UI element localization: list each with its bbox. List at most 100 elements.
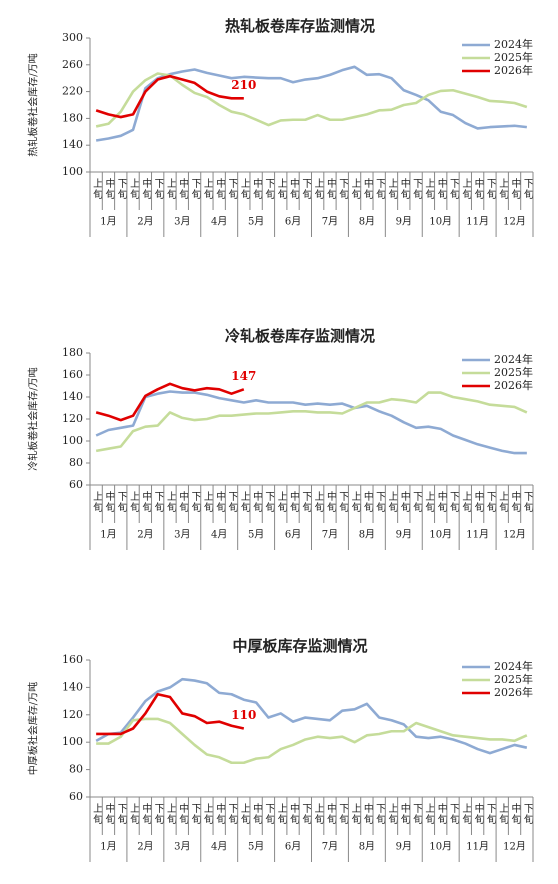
y-tick-label: 160 (62, 653, 83, 666)
chart-title: 热轧板卷库存监测情况 (225, 17, 375, 35)
data-label: 147 (231, 369, 256, 383)
series-line (95, 74, 244, 119)
y-tick-label: 300 (62, 31, 83, 44)
x-tick-label: 上旬 (497, 178, 509, 200)
x-tick-label: 中旬 (140, 490, 152, 513)
x-tick-label: 下旬 (115, 178, 127, 200)
x-tick-label: 中旬 (214, 177, 226, 200)
series-line (95, 391, 528, 453)
month-label: 10月 (429, 529, 452, 541)
y-tick-label: 220 (62, 85, 83, 98)
x-tick-label: 中旬 (509, 177, 521, 200)
legend-label: 2025年 (494, 672, 533, 686)
x-tick-label: 下旬 (337, 178, 349, 200)
legend-label: 2026年 (494, 378, 533, 392)
legend-label: 2025年 (494, 50, 533, 64)
x-tick-label: 中旬 (251, 177, 263, 200)
chart: 中厚板库存监测情况中厚板社会库存/万吨6080100120140160上旬 中旬下… (27, 637, 534, 862)
series-line (95, 72, 528, 128)
x-tick-label: 下旬 (263, 491, 275, 513)
month-label: 6月 (285, 529, 301, 541)
x-tick-label: 上旬 (238, 491, 250, 513)
y-tick-label: 120 (62, 412, 83, 425)
y-axis-label: 冷轧板卷社会库存/万吨 (27, 367, 40, 470)
series-line (95, 390, 527, 455)
x-tick-label: 上旬 (238, 803, 250, 825)
x-tick-label: 下旬 (521, 178, 533, 200)
x-tick-label: 中旬 (398, 177, 410, 200)
x-tick-label: 中旬 (472, 490, 484, 513)
y-tick-label: 80 (69, 763, 83, 776)
x-tick-label: 下旬 (300, 491, 312, 513)
x-tick-label: 上旬 (423, 178, 435, 200)
month-label: 10月 (429, 841, 452, 853)
x-tick-label: 中旬 (324, 490, 336, 513)
x-tick-label: 下旬 (374, 491, 386, 513)
legend-label: 2026年 (494, 63, 533, 77)
x-tick-label: 下旬 (374, 803, 386, 825)
x-tick-label: 下旬 (411, 491, 423, 513)
x-tick-label: 中旬 (214, 802, 226, 825)
y-tick-label: 120 (62, 708, 83, 721)
x-tick-label: 中旬 (398, 802, 410, 825)
x-tick-label: 上旬 (238, 178, 250, 200)
x-tick-label: 上旬 (91, 491, 103, 513)
x-tick-label: 中旬 (509, 802, 521, 825)
month-label: 4月 (211, 529, 227, 541)
x-tick-label: 上旬 (349, 491, 361, 513)
y-axis-label: 中厚板社会库存/万吨 (27, 682, 40, 775)
y-tick-label: 100 (62, 165, 83, 178)
x-tick-label: 上旬 (460, 178, 472, 200)
month-label: 5月 (248, 216, 264, 228)
month-label: 1月 (100, 216, 116, 228)
x-tick-label: 下旬 (337, 491, 349, 513)
x-tick-label: 上旬 (275, 803, 287, 825)
x-tick-label: 中旬 (177, 802, 189, 825)
x-tick-label: 下旬 (374, 178, 386, 200)
data-label: 110 (231, 708, 256, 722)
y-tick-label: 140 (62, 138, 83, 151)
x-tick-label: 中旬 (103, 490, 115, 513)
x-tick-label: 上旬 (312, 178, 324, 200)
x-tick-label: 中旬 (324, 177, 336, 200)
y-tick-label: 180 (62, 346, 83, 359)
x-tick-label: 上旬 (460, 803, 472, 825)
data-label: 210 (231, 78, 256, 92)
x-tick-label: 下旬 (115, 491, 127, 513)
chart-title: 中厚板库存监测情况 (232, 637, 367, 655)
x-tick-label: 中旬 (361, 177, 373, 200)
x-tick-label: 中旬 (472, 802, 484, 825)
x-tick-label: 中旬 (140, 802, 152, 825)
month-label: 11月 (466, 216, 489, 228)
x-tick-label: 上旬 (312, 803, 324, 825)
y-tick-label: 100 (62, 434, 83, 447)
x-tick-label: 上旬 (128, 803, 140, 825)
month-label: 3月 (174, 216, 190, 228)
y-tick-label: 80 (69, 456, 83, 469)
x-tick-label: 中旬 (103, 802, 115, 825)
x-tick-label: 下旬 (411, 178, 423, 200)
x-tick-label: 上旬 (423, 803, 435, 825)
x-tick-label: 中旬 (435, 490, 447, 513)
month-label: 8月 (359, 529, 375, 541)
month-label: 12月 (503, 529, 526, 541)
x-tick-label: 中旬 (324, 802, 336, 825)
x-tick-label: 下旬 (263, 178, 275, 200)
month-label: 4月 (211, 841, 227, 853)
month-label: 7月 (322, 529, 338, 541)
x-tick-label: 下旬 (521, 491, 533, 513)
x-tick-label: 下旬 (226, 803, 238, 825)
x-tick-label: 上旬 (275, 491, 287, 513)
x-tick-label: 下旬 (484, 803, 496, 825)
x-tick-label: 下旬 (226, 178, 238, 200)
month-label: 8月 (359, 216, 375, 228)
x-tick-label: 上旬 (164, 178, 176, 200)
x-tick-label: 下旬 (448, 803, 460, 825)
x-tick-label: 下旬 (189, 803, 201, 825)
month-label: 9月 (396, 216, 412, 228)
legend-label: 2024年 (494, 659, 533, 673)
legend-label: 2025年 (494, 365, 533, 379)
